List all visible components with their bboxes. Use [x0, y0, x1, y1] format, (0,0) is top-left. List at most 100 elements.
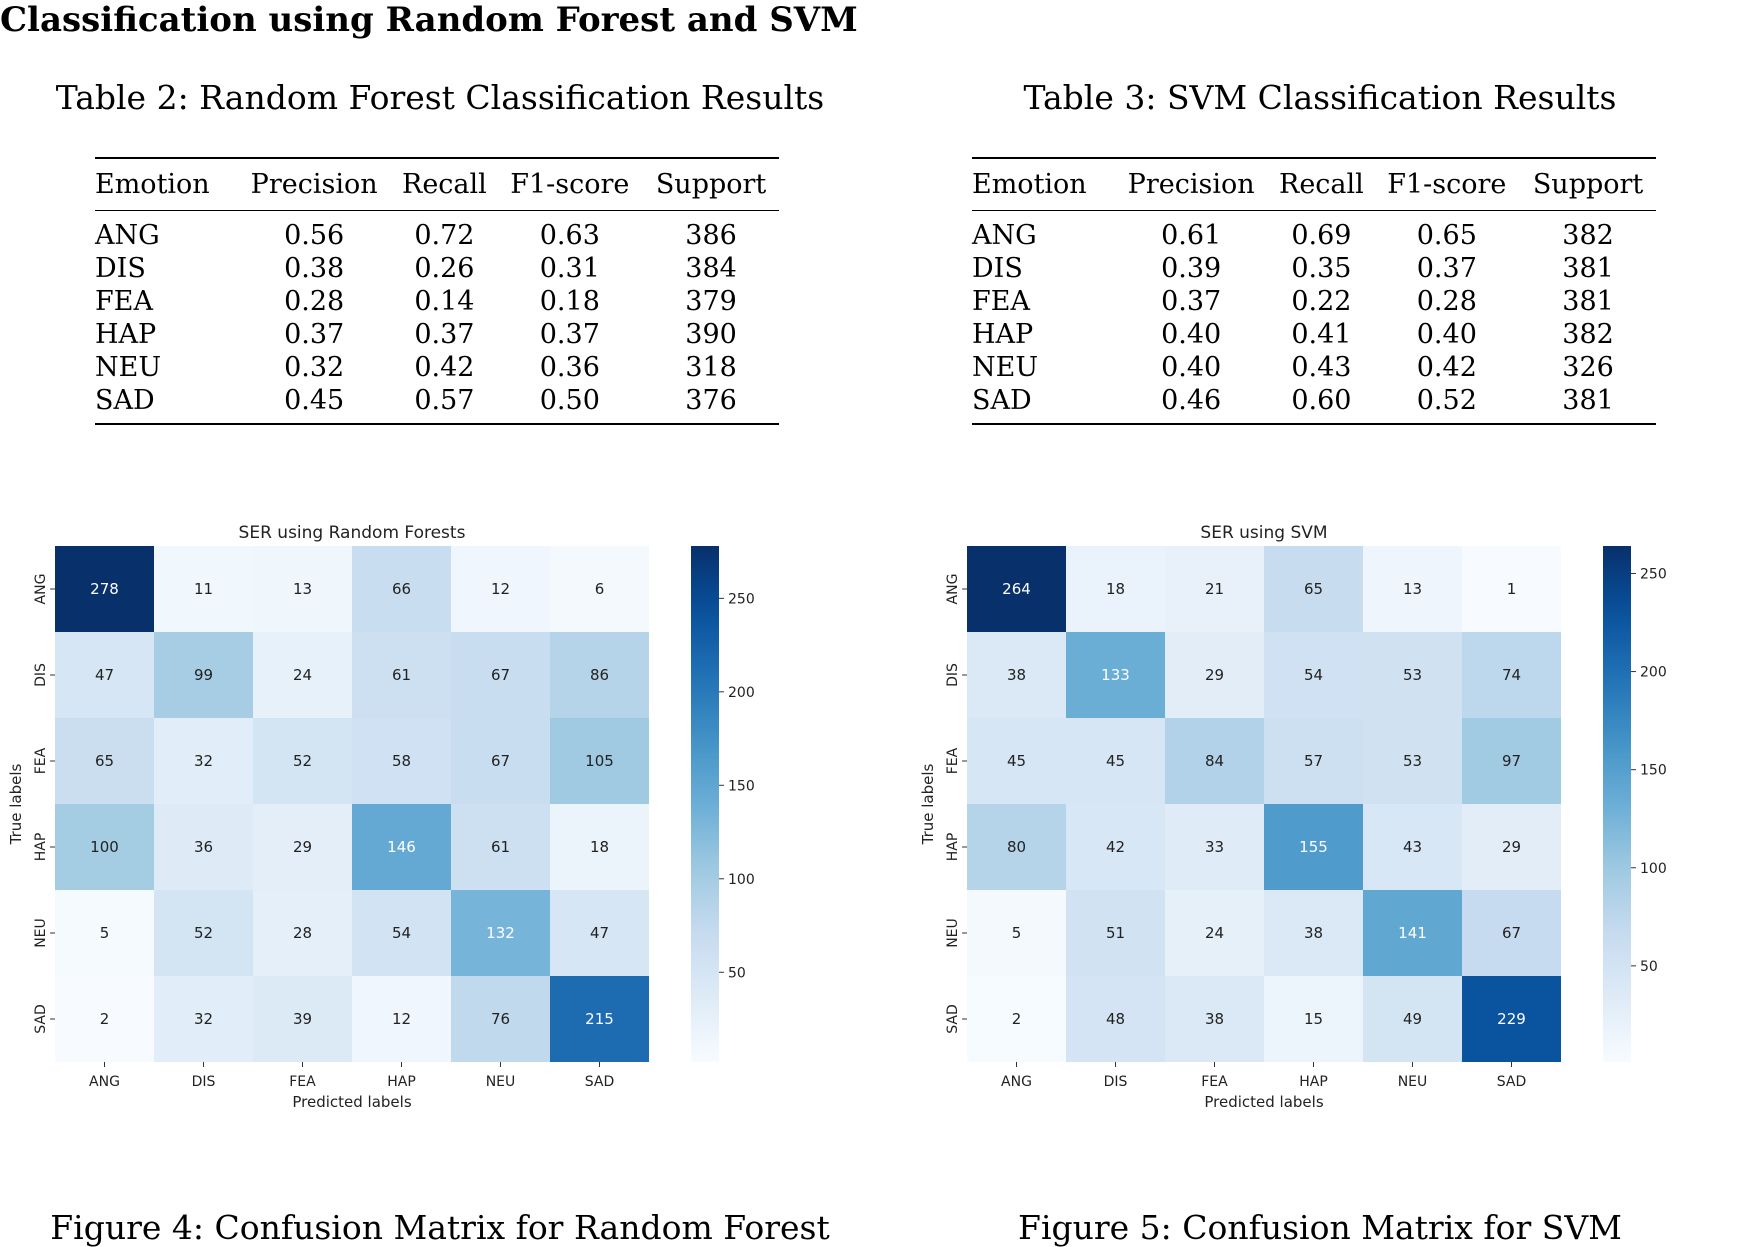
svm-results-table: Emotion Precision Recall F1-score Support AN… — [972, 157, 1656, 425]
heatmap-cell — [253, 546, 352, 632]
table-3-caption: Table 3: SVM Classification Results — [1023, 78, 1617, 117]
heatmap-cell — [253, 804, 352, 890]
table-cell: 0.69 — [1291, 220, 1352, 251]
table-cell: 318 — [685, 352, 737, 383]
cell-value-label: 61 — [392, 666, 411, 684]
table-cell: 0.41 — [1291, 319, 1352, 350]
table-cell: 0.35 — [1291, 253, 1352, 284]
table-cell: 382 — [1562, 319, 1614, 350]
table-cell: 0.61 — [1161, 220, 1222, 251]
table-cell: 0.43 — [1291, 352, 1352, 383]
heatmap-cell — [154, 718, 253, 804]
table-header-row: Emotion Precision Recall F1-score Support — [95, 158, 779, 211]
cell-value-label: 141 — [1398, 924, 1427, 942]
cell-value-label: 15 — [1304, 1010, 1323, 1028]
heatmap-cell — [1165, 804, 1264, 890]
heatmap-cell — [1165, 976, 1264, 1062]
heatmap-cell — [55, 804, 154, 890]
table-cell: 0.37 — [414, 319, 475, 350]
table-cell: 0.45 — [284, 385, 345, 416]
heatmap-cell — [1363, 890, 1462, 976]
cell-value-label: 1 — [1507, 580, 1517, 598]
colorbar — [691, 546, 719, 1062]
colorbar-tick-label: 250 — [1640, 566, 1667, 582]
x-tick-label: SAD — [585, 1074, 615, 1090]
heatmap-cell — [352, 718, 451, 804]
cell-value-label: 18 — [1106, 580, 1125, 598]
x-tick-label: ANG — [89, 1074, 120, 1090]
table-cell: 386 — [685, 220, 737, 251]
table-cell: NEU — [972, 352, 1039, 383]
y-tick-label: NEU — [945, 918, 961, 948]
table-cell: 0.26 — [414, 253, 475, 284]
y-tick-label: SAD — [945, 1004, 961, 1034]
cell-value-label: 67 — [491, 666, 510, 684]
x-tick-label: ANG — [1001, 1074, 1032, 1090]
figure-4-caption: Figure 4: Confusion Matrix for Random Fo… — [50, 1208, 830, 1247]
table-header-row: Emotion Precision Recall F1-score Support — [972, 158, 1656, 211]
heatmap-cell — [550, 718, 649, 804]
table-cell: 390 — [685, 319, 737, 350]
table-cell: DIS — [972, 253, 1023, 284]
table-row: ANG 0.56 0.72 0.63 386 — [95, 211, 779, 253]
table-cell: 0.37 — [284, 319, 345, 350]
table-cell: 0.28 — [1416, 286, 1477, 317]
cell-value-label: 32 — [194, 1010, 213, 1028]
cell-value-label: 38 — [1304, 924, 1323, 942]
cell-value-label: 99 — [194, 666, 213, 684]
cell-value-label: 80 — [1007, 838, 1026, 856]
column-header: Precision — [250, 169, 378, 200]
column-header: Recall — [1278, 169, 1364, 200]
heatmap-cell — [1363, 632, 1462, 718]
table-cell: 0.56 — [284, 220, 345, 251]
table-cell: 384 — [685, 253, 737, 284]
table-row: HAP 0.40 0.41 0.40 382 — [972, 318, 1656, 351]
heatmap-cell — [55, 632, 154, 718]
heatmap-cell — [451, 546, 550, 632]
cell-value-label: 100 — [90, 838, 119, 856]
cell-value-label: 65 — [1304, 580, 1323, 598]
y-tick-label: ANG — [945, 574, 961, 605]
column-header: Support — [1532, 169, 1644, 200]
cell-value-label: 48 — [1106, 1010, 1125, 1028]
column-header: Support — [655, 169, 767, 200]
heatmap-cell — [1363, 976, 1462, 1062]
cell-value-label: 2 — [100, 1010, 110, 1028]
cell-value-label: 74 — [1502, 666, 1521, 684]
table-cell: ANG — [95, 220, 160, 251]
heatmap-cell — [1165, 546, 1264, 632]
heatmap-cell — [550, 546, 649, 632]
table-cell: 0.52 — [1416, 385, 1477, 416]
y-tick-label: DIS — [945, 663, 961, 687]
heatmap-cell — [1264, 546, 1363, 632]
heatmap-cell — [253, 718, 352, 804]
heatmap-cell — [1462, 718, 1561, 804]
heatmap-cell — [1462, 976, 1561, 1062]
table-body: ANG 0.56 0.72 0.63 386 DIS 0.38 0.26 0.31 384 FEA 0… — [95, 211, 779, 424]
table-cell: 0.32 — [284, 352, 345, 383]
random-forest-results-table: Emotion Precision Recall F1-score Support AN… — [95, 157, 779, 425]
heatmap-cell — [154, 976, 253, 1062]
heatmap-cell — [154, 890, 253, 976]
x-tick-label: DIS — [1104, 1074, 1128, 1090]
cell-value-label: 45 — [1007, 752, 1026, 770]
heatmap-cell — [451, 976, 550, 1062]
figure-5-caption: Figure 5: Confusion Matrix for SVM — [1018, 1208, 1622, 1247]
table-cell: 376 — [685, 385, 737, 416]
cell-value-label: 47 — [95, 666, 114, 684]
heatmap-cell — [1264, 890, 1363, 976]
cell-value-label: 49 — [1403, 1010, 1422, 1028]
table-row: FEA 0.37 0.22 0.28 381 — [972, 285, 1656, 318]
table-cell: 382 — [1562, 220, 1614, 251]
column-header: Recall — [401, 169, 487, 200]
table-cell: 0.37 — [1416, 253, 1477, 284]
x-tick-label: SAD — [1497, 1074, 1527, 1090]
x-tick-label: FEA — [1201, 1074, 1228, 1090]
table-cell: 0.18 — [539, 286, 600, 317]
cell-value-label: 24 — [293, 666, 312, 684]
heatmap-cell — [154, 632, 253, 718]
table-cell: 0.46 — [1161, 385, 1222, 416]
heatmap-cell — [1165, 718, 1264, 804]
table-row: SAD 0.46 0.60 0.52 381 — [972, 384, 1656, 424]
cell-value-label: 105 — [585, 752, 614, 770]
